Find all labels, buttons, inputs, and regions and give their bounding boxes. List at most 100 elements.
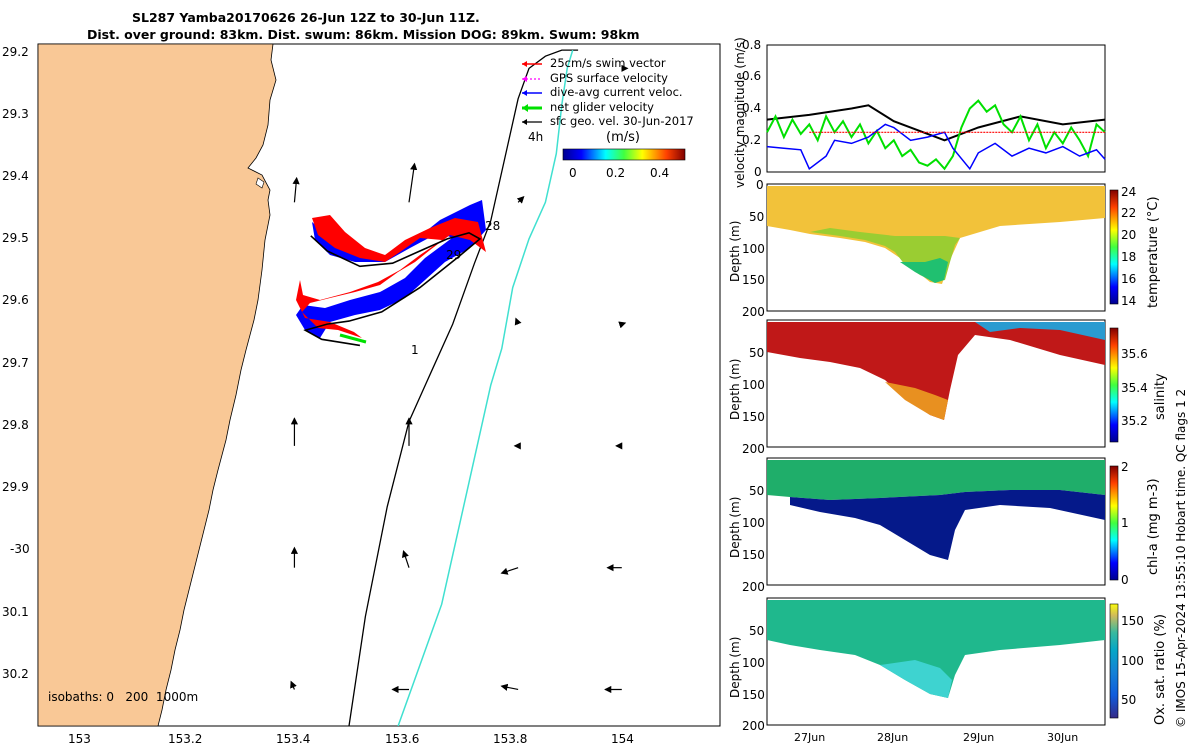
land-coastline <box>38 44 277 726</box>
sal-cbar-tick: 35.2 <box>1121 414 1148 428</box>
temperature-section-cold <box>900 258 948 283</box>
lon-tick: 153.6 <box>385 732 420 746</box>
surface-vector-arrow <box>401 550 410 568</box>
lat-tick: 29.4 <box>2 169 29 183</box>
lat-tick: 29.8 <box>2 418 29 432</box>
salinity-section-top <box>975 322 1105 340</box>
velocity-series-green <box>766 99 1106 171</box>
swim-vector-band <box>296 215 486 338</box>
velocity-tick: 0.8 <box>742 38 762 52</box>
lat-tick: 29.3 <box>2 107 29 121</box>
lon-tick: 153.2 <box>168 732 203 746</box>
lon-tick: 153.8 <box>493 732 528 746</box>
velocity-tick: 0 <box>754 165 762 179</box>
oxygen-section-deep <box>880 660 952 698</box>
isobath-label: isobaths: 0 200 1000m <box>48 690 198 704</box>
surface-vector-arrow <box>618 321 627 329</box>
legend-item-gps: GPS surface velocity <box>550 71 668 85</box>
temp-cbar-label: temperature (°C) <box>1146 196 1161 308</box>
net-glider-velocity-mark <box>339 333 367 344</box>
lat-tick: 29.5 <box>2 231 29 245</box>
depth-tick: 150 <box>742 688 765 702</box>
time-tick: 28Jun <box>877 731 909 744</box>
depth-tick: 100 <box>742 516 765 530</box>
depth-tick: 50 <box>749 624 765 638</box>
time-tick: 27Jun <box>794 731 826 744</box>
surface-vector-arrow <box>514 317 522 326</box>
colorbar-tick: 0 <box>569 166 577 180</box>
surface-vector-arrow <box>408 162 418 203</box>
ox-cbar-tick: 100 <box>1121 654 1144 668</box>
depth-tick: 100 <box>742 378 765 392</box>
surface-vector-arrow <box>290 680 297 690</box>
depth-tick: 200 <box>742 442 765 456</box>
sal-cbar-tick: 35.6 <box>1121 347 1148 361</box>
depth-tick: 0 <box>756 178 764 192</box>
time-tick: 29Jun <box>963 731 995 744</box>
legend-item-net: net glider velocity <box>550 100 654 114</box>
chl-cbar-tick: 0 <box>1121 573 1129 587</box>
lat-tick: 29.9 <box>2 480 29 494</box>
salinity-section-deep <box>885 382 948 420</box>
lat-tick: 29.6 <box>2 293 29 307</box>
velocity-tick: 0.6 <box>742 69 762 83</box>
legend-item-sfc-geo: sfc geo. vel. 30-Jun-2017 <box>550 114 694 128</box>
map-legend: 25cm/s swim vector GPS surface velocity … <box>520 55 710 135</box>
ox-cbar-label: Ox. sat. ratio (%) <box>1153 614 1168 725</box>
depth-tick: 100 <box>742 242 765 256</box>
depth-tick: 200 <box>742 305 765 319</box>
depth-tick: 150 <box>742 410 765 424</box>
depth-tick: 150 <box>742 273 765 287</box>
surface-vectors <box>290 64 629 694</box>
colorbar-tick: 0.4 <box>650 166 670 180</box>
temp-cbar-tick: 14 <box>1121 294 1137 308</box>
footer-note: © IMOS 15-Apr-2024 13:55:10 Hobart time.… <box>1174 388 1188 728</box>
velocity-series-black <box>766 104 1106 142</box>
depth-tick: 50 <box>749 346 765 360</box>
chl-cbar-label: chl-a (mg m-3) <box>1146 478 1161 575</box>
temp-cbar-tick: 22 <box>1121 206 1137 220</box>
depth-tick: 200 <box>742 719 765 733</box>
colorbar-tick: 0.2 <box>606 166 626 180</box>
legend-item-swim: 25cm/s swim vector <box>550 56 666 70</box>
depth-tick: 200 <box>742 580 765 594</box>
velocity-tick: 0.4 <box>742 101 762 115</box>
surface-vector-arrow <box>500 683 519 691</box>
depth-tick: 50 <box>749 484 765 498</box>
colorbar-title: (m/s) <box>606 130 640 145</box>
velocity-tick: 0.2 <box>742 133 762 147</box>
ox-cbar-tick: 50 <box>1121 693 1137 707</box>
chart-title-line1: SL287 Yamba20170626 26-Jun 12Z to 30-Jun… <box>132 10 480 25</box>
surface-vector-arrow <box>500 567 519 575</box>
lat-tick: 29.7 <box>2 356 29 370</box>
velocity-ylabel: velocity magnitude (m/s) <box>733 37 747 188</box>
lat-tick: -30 <box>10 542 30 556</box>
depth-ylabel-sal: Depth (m) <box>728 358 742 420</box>
chl-cbar-tick: 1 <box>1121 516 1129 530</box>
temp-cbar-tick: 24 <box>1121 185 1137 199</box>
surface-vector-arrow <box>292 176 300 203</box>
day-label-1: 1 <box>411 343 419 357</box>
day-label-29: 29 <box>446 248 461 262</box>
surface-vector-arrow <box>516 195 525 204</box>
lat-tick: 29.2 <box>2 45 29 59</box>
depth-tick: 150 <box>742 548 765 562</box>
depth-tick: 50 <box>749 210 765 224</box>
island <box>255 177 265 189</box>
dive-avg-current-band <box>296 200 486 338</box>
temp-cbar-tick: 18 <box>1121 250 1137 264</box>
oxygen-colorbar <box>1109 603 1119 719</box>
glider-track <box>303 231 482 347</box>
velocity-series-blue <box>766 123 1106 171</box>
depth-tick: 100 <box>742 656 765 670</box>
lat-tick: 30.1 <box>2 605 29 619</box>
isobath-1000 <box>397 49 574 726</box>
depth-ylabel-chl: Depth (m) <box>728 496 742 558</box>
oxygen-section <box>767 600 1105 698</box>
lon-tick: 154 <box>611 732 634 746</box>
ox-cbar-tick: 150 <box>1121 614 1144 628</box>
salinity-colorbar <box>1109 327 1119 443</box>
temp-cbar-tick: 20 <box>1121 228 1137 242</box>
